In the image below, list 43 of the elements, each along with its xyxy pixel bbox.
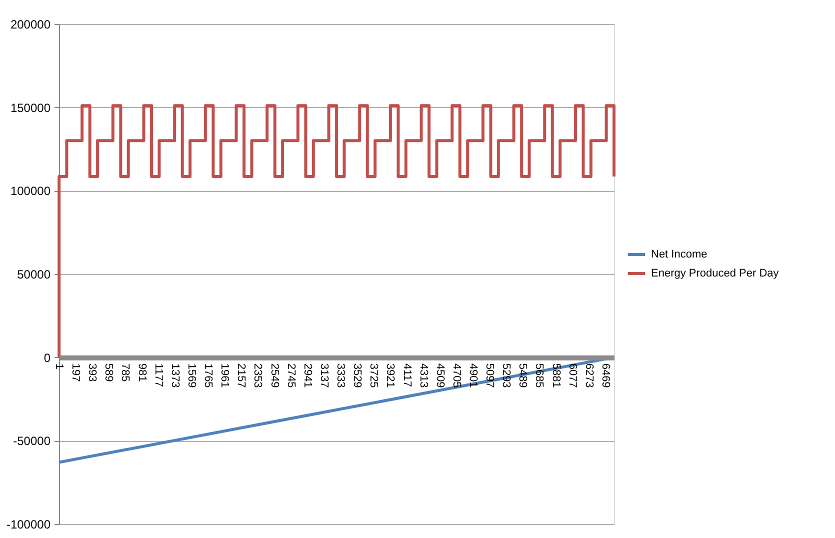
legend-label: Net Income xyxy=(651,248,708,260)
x-tick-label: 197 xyxy=(70,363,82,382)
x-tick-label: 589 xyxy=(102,363,115,382)
x-tick-label: 3333 xyxy=(334,363,347,388)
x-tick-label: 1177 xyxy=(152,363,164,387)
x-tick-label: 1 xyxy=(53,363,65,370)
y-tick-label: -50000 xyxy=(13,434,51,448)
y-tick-label: 150000 xyxy=(10,100,51,115)
x-tick-label: 2549 xyxy=(268,363,280,388)
x-tick-label: 4313 xyxy=(417,363,430,388)
x-tick-label: 5685 xyxy=(533,363,546,388)
y-tick-label: 100000 xyxy=(10,184,51,198)
x-tick-label: 5097 xyxy=(484,363,496,388)
x-tick-label: 1765 xyxy=(202,363,214,388)
x-tick-label: 2745 xyxy=(284,363,297,388)
y-tick-label: 200000 xyxy=(10,18,51,32)
x-tick-label: 2353 xyxy=(252,363,264,388)
y-tick-label: -100000 xyxy=(6,518,51,532)
y-tick-label: 50000 xyxy=(17,268,51,282)
x-tick-label: 3725 xyxy=(368,363,380,388)
y-tick-label: 0 xyxy=(44,350,51,365)
x-tick-label: 1373 xyxy=(168,363,181,388)
x-tick-label: 2941 xyxy=(301,363,314,388)
x-tick-label: 5293 xyxy=(500,363,512,388)
x-tick-label: 981 xyxy=(136,363,148,382)
x-tick-label: 2157 xyxy=(235,363,248,388)
x-tick-label: 4901 xyxy=(466,363,479,388)
x-tick-label: 6273 xyxy=(582,363,595,388)
x-tick-label: 3529 xyxy=(351,363,364,388)
x-tick-label: 3137 xyxy=(318,363,330,388)
x-tick-label: 6469 xyxy=(599,363,612,388)
x-tick-label: 1961 xyxy=(218,363,231,388)
x-tick-label: 6077 xyxy=(566,363,578,388)
x-tick-label: 4117 xyxy=(400,363,413,387)
x-tick-label: 4509 xyxy=(434,363,446,388)
x-tick-label: 5489 xyxy=(516,363,529,388)
x-tick-label: 393 xyxy=(86,363,98,382)
x-tick-label: 1569 xyxy=(185,363,198,388)
x-tick-label: 4705 xyxy=(450,363,462,388)
x-tick-label: 3921 xyxy=(384,363,396,388)
x-tick-label: 5881 xyxy=(550,363,562,388)
x-tick-label: 785 xyxy=(119,363,132,382)
legend-label: Energy Produced Per Day xyxy=(651,268,780,280)
